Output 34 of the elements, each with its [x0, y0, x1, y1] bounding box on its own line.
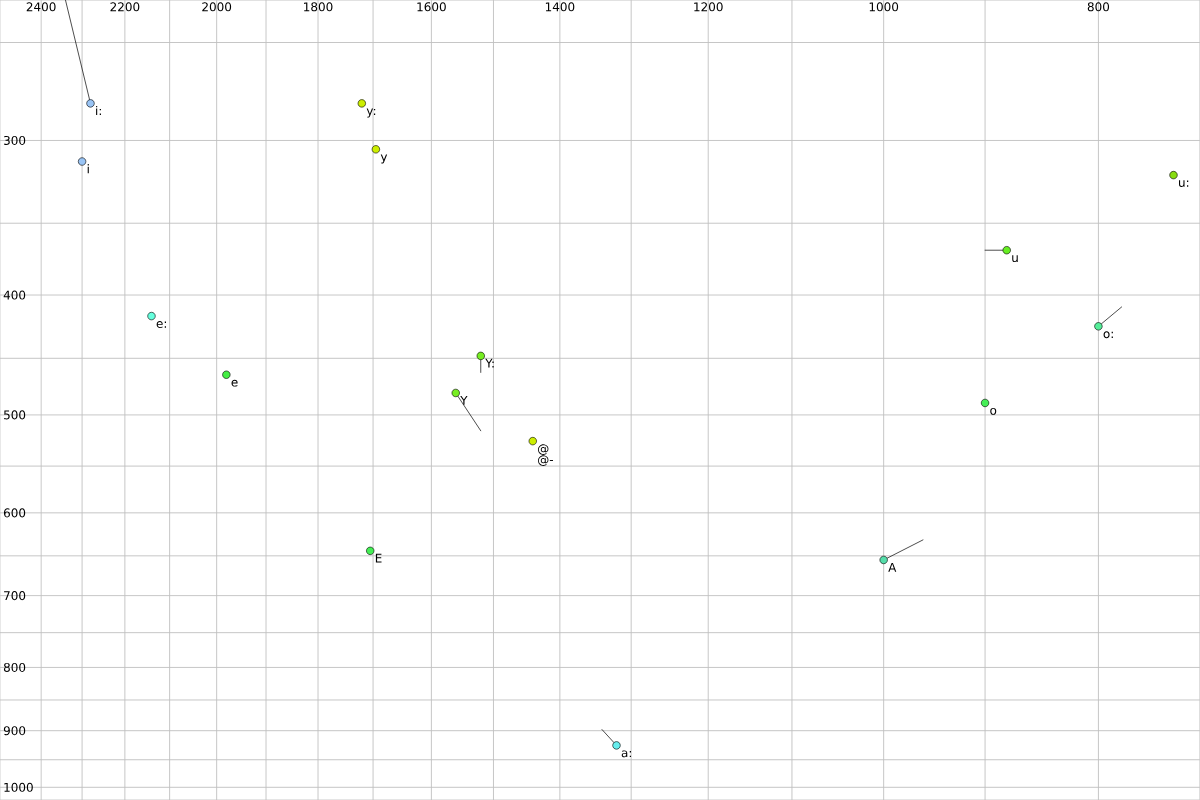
- x-tick-label: 800: [1087, 2, 1110, 12]
- annotation: u: [1012, 255, 1018, 263]
- x-tick-label: 1600: [417, 2, 446, 12]
- y-tick-label: 900: [3, 726, 26, 736]
- y-tick-label: 400: [3, 290, 26, 300]
- x-tick-label: 1000: [869, 2, 899, 12]
- annotation: y:: [366, 108, 376, 118]
- x-tick-label: 1800: [304, 2, 333, 12]
- y-tick-label: 800: [3, 662, 26, 672]
- annotation: y: [380, 154, 388, 164]
- annotation: @-: [538, 455, 553, 466]
- annotation: e:: [156, 321, 166, 328]
- annotation: i:: [96, 105, 101, 116]
- x-tick-label: 2200: [110, 2, 140, 12]
- y-tick-label: 300: [4, 135, 26, 145]
- annotation: i: [87, 164, 89, 174]
- annotation: Y:: [485, 358, 494, 368]
- y-tick-label: 700: [4, 591, 26, 601]
- annotation: Y: [460, 395, 468, 405]
- annotation: A: [888, 562, 897, 572]
- y-tick-label: 1000: [4, 782, 33, 792]
- x-tick-label: 2000: [202, 2, 232, 12]
- annotation: o:: [1103, 331, 1113, 339]
- annotation: @: [538, 444, 549, 455]
- x-tick-label: 2400: [26, 2, 56, 12]
- annotation: o: [990, 407, 997, 415]
- y-tick-label: 500: [4, 410, 26, 420]
- annotation: a:: [621, 750, 631, 758]
- annotation: e: [231, 379, 238, 387]
- x-tick-label: 1400: [545, 2, 575, 12]
- y-tick-label: 600: [3, 508, 26, 518]
- annotation: E: [375, 553, 382, 563]
- x-tick-label: 1200: [694, 2, 723, 12]
- annotation: u:: [1179, 180, 1189, 187]
